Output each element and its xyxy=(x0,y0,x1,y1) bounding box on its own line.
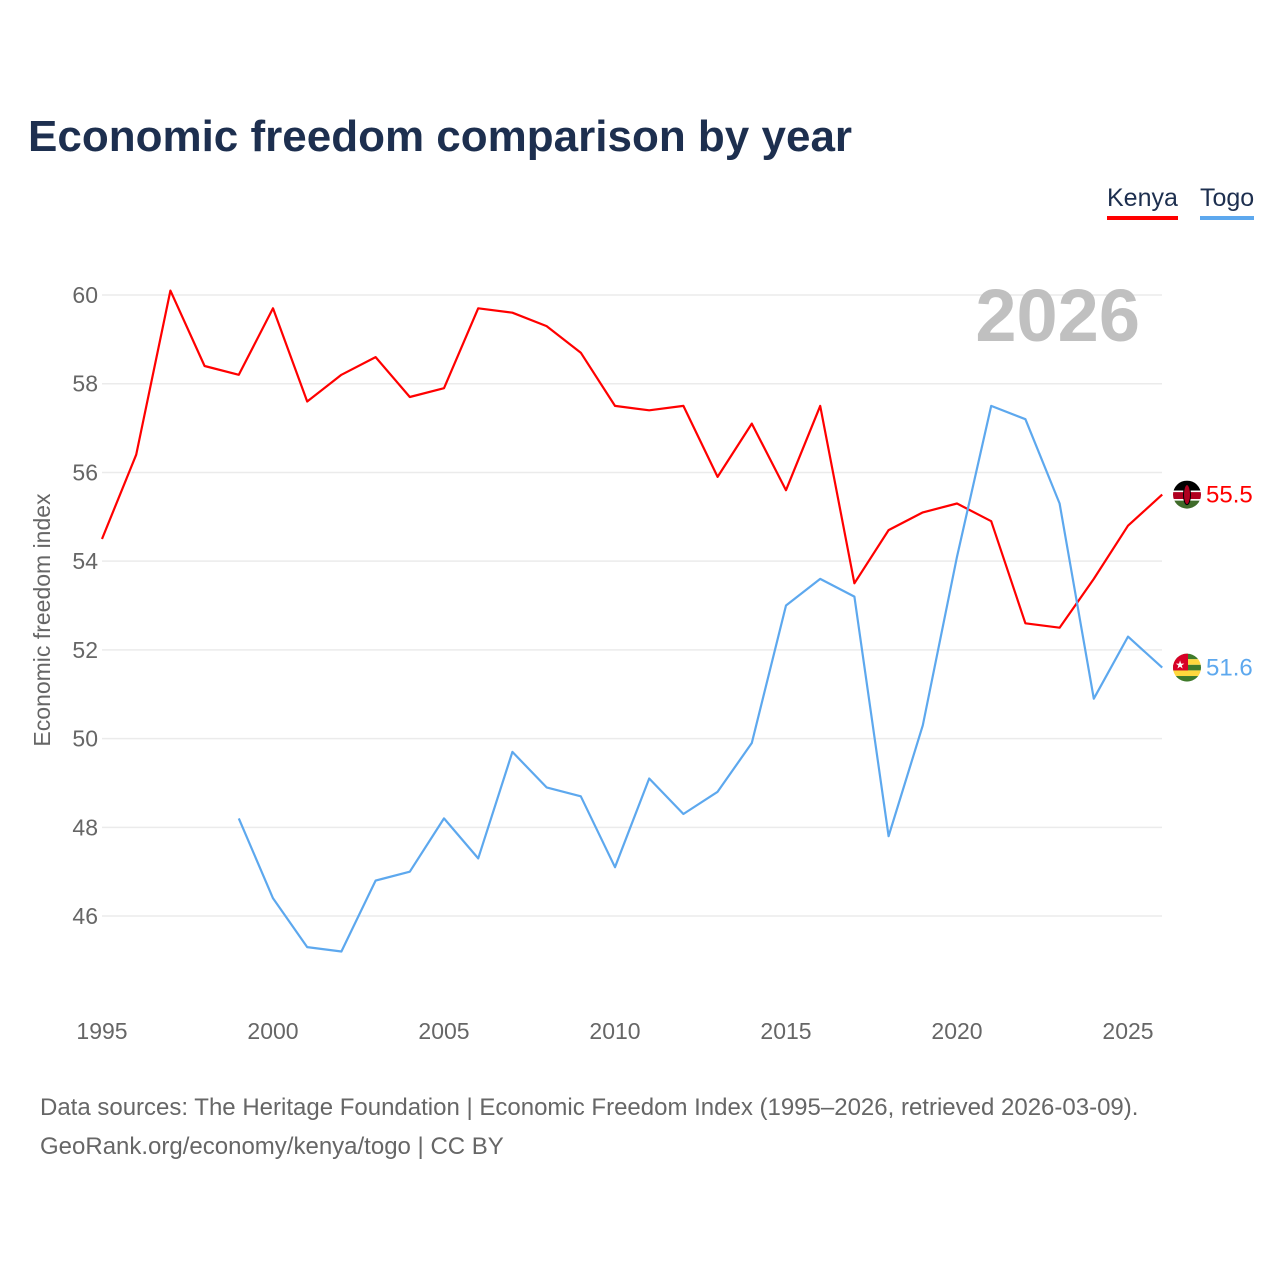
flag-togo-icon: ★ xyxy=(1173,653,1201,682)
x-tick-label: 2015 xyxy=(760,1018,811,1044)
x-tick-label: 2020 xyxy=(931,1018,982,1044)
end-value-label-kenya: 55.5 xyxy=(1206,482,1253,509)
source-line-1: Data sources: The Heritage Foundation | … xyxy=(40,1094,1139,1121)
chart-title: Economic freedom comparison by year xyxy=(28,112,853,161)
x-tick-label: 2025 xyxy=(1102,1018,1153,1044)
y-tick-label: 48 xyxy=(72,814,98,840)
svg-text:★: ★ xyxy=(1175,660,1185,672)
series-line-kenya xyxy=(100,289,1163,629)
x-tick-label: 2000 xyxy=(247,1018,298,1044)
legend-kenya[interactable]: Kenya xyxy=(1107,184,1178,220)
year-watermark: 2026 xyxy=(975,274,1140,357)
y-tick-label: 54 xyxy=(72,548,98,574)
y-tick-label: 50 xyxy=(72,726,98,752)
x-tick-label: 2010 xyxy=(589,1018,640,1044)
y-tick-label: 58 xyxy=(72,371,98,397)
series-line-togo xyxy=(237,404,1163,953)
legend-togo[interactable]: Togo xyxy=(1200,184,1255,220)
y-tick-label: 56 xyxy=(72,459,98,485)
x-tick-label: 2005 xyxy=(418,1018,469,1044)
flag-kenya-icon xyxy=(1173,480,1201,509)
y-tick-label: 52 xyxy=(72,637,98,663)
end-value-label-togo: 51.6 xyxy=(1206,655,1253,682)
y-axis-label: Economic freedom index xyxy=(29,493,55,747)
source-line-2[interactable]: GeoRank.org/economy/kenya/togo | CC BY xyxy=(40,1133,504,1160)
y-tick-label: 60 xyxy=(72,282,98,308)
y-tick-label: 46 xyxy=(72,903,98,929)
x-tick-label: 1995 xyxy=(76,1018,127,1044)
source-note: Data sources: The Heritage Foundation | … xyxy=(40,1088,1138,1166)
